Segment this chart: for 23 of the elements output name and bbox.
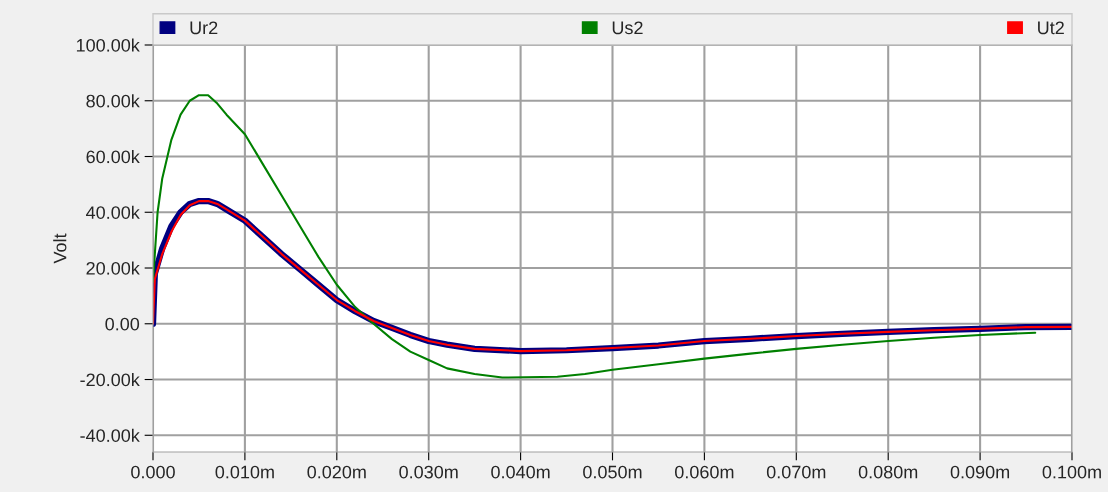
x-tick-label: 0.050m [583,465,642,479]
x-tick-label: 0.030m [399,465,458,479]
x-tick-label: 0.000 [131,465,175,479]
y-tick-label: 80.00k [86,94,140,108]
y-tick-label: 40.00k [86,205,140,219]
y-tick-label: 100.00k [76,38,140,52]
x-tick-label: 0.070m [766,465,826,479]
legend-label: Ut2 [1038,21,1064,35]
legend-label: Us2 [612,21,643,35]
y-tick-label: 20.00k [86,261,140,275]
y-tick-label: -40.00k [80,428,140,442]
x-tick-label: 0.100m [1042,465,1101,479]
x-tick-label: 0.010m [215,465,274,479]
x-tick-label: 0.040m [491,465,550,479]
y-axis-title: Volt [53,233,67,264]
y-tick-label: 60.00k [86,149,140,164]
x-tick-label: 0.090m [950,465,1010,479]
x-tick-label: 0.060m [675,465,734,479]
x-tick-label: 0.080m [858,465,918,479]
legend-label: Ur2 [190,21,218,35]
y-tick-label: 0.00 [105,317,140,331]
y-tick-label: -20.00k [80,372,140,387]
x-tick-label: 0.020m [307,465,366,479]
